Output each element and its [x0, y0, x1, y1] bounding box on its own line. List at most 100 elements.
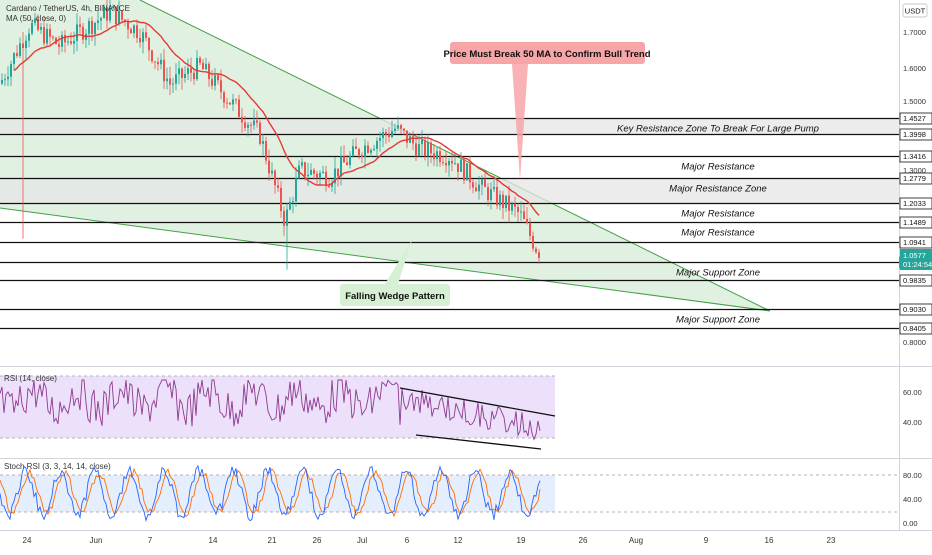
candle	[7, 66, 9, 87]
candle	[268, 149, 270, 181]
candle	[508, 185, 510, 223]
level-price-badge: 1.1489	[899, 216, 932, 229]
candle	[400, 123, 402, 135]
candle	[259, 120, 261, 146]
ma-callout-pointer	[512, 64, 528, 180]
svg-text:1.2033: 1.2033	[903, 199, 926, 208]
level-price-badge: 1.4527	[899, 112, 932, 125]
candle	[97, 9, 99, 30]
candle	[247, 121, 249, 137]
candle	[208, 61, 210, 87]
candle	[118, 0, 120, 26]
candle	[106, 0, 108, 29]
candle	[511, 201, 513, 215]
candle	[466, 163, 468, 181]
date-tick: 9	[704, 536, 709, 545]
candle	[250, 121, 252, 133]
candle	[280, 181, 282, 218]
candle	[313, 168, 315, 180]
candle	[145, 24, 147, 42]
candle	[232, 93, 234, 112]
level-price-badge: 1.2779	[899, 172, 932, 185]
candle	[229, 102, 231, 106]
candle	[517, 203, 519, 222]
rsi-lower-trendline[interactable]	[415, 434, 542, 450]
wedge-lower-line[interactable]	[0, 207, 771, 312]
candle	[283, 206, 285, 236]
svg-text:1.2779: 1.2779	[903, 174, 926, 183]
candle	[325, 165, 327, 192]
candle	[37, 14, 39, 32]
candle	[319, 170, 321, 185]
candle	[484, 170, 486, 188]
candle	[343, 145, 345, 163]
current-price-value: 1.0577	[903, 251, 926, 260]
date-tick: 19	[517, 536, 526, 545]
candle	[520, 201, 522, 221]
candle	[391, 120, 393, 139]
ma-callout-text: Price Must Break 50 MA to Confirm Bull T…	[443, 49, 650, 60]
rsi-upper-trendline[interactable]	[399, 387, 556, 417]
ma-callout[interactable]: Price Must Break 50 MA to Confirm Bull T…	[443, 42, 651, 180]
svg-text:0.8405: 0.8405	[903, 324, 926, 333]
candle	[70, 32, 72, 46]
pattern-callout[interactable]: Falling Wedge Pattern	[340, 240, 450, 306]
date-tick: Aug	[629, 536, 643, 545]
pattern-callout-box	[340, 284, 450, 306]
candle	[139, 28, 141, 48]
candle	[223, 90, 225, 109]
candle	[169, 66, 171, 96]
candle	[196, 50, 198, 82]
candle	[187, 58, 189, 80]
stoch-k-line	[0, 464, 541, 522]
level-price-badge: 0.9835	[899, 274, 932, 287]
candle	[442, 155, 444, 166]
stoch-indicator-label: Stoch RSI (3, 3, 14, 14, close)	[4, 462, 111, 471]
candle	[331, 179, 333, 192]
date-tick: 16	[765, 536, 774, 545]
level-price-badge: 1.3998	[899, 128, 932, 141]
candle	[112, 4, 114, 9]
candle	[310, 163, 312, 176]
candle	[349, 151, 351, 169]
date-tick: 23	[827, 536, 836, 545]
candle	[121, 10, 123, 24]
candle	[253, 109, 255, 130]
candle	[286, 203, 288, 270]
candle	[34, 13, 36, 26]
level-label: Key Resistance Zone To Break For Large P…	[617, 124, 819, 135]
candle	[76, 13, 78, 52]
candle	[43, 15, 45, 47]
current-price-badge: 1.0577 01:24:54	[900, 249, 932, 270]
candle	[502, 190, 504, 220]
candle	[367, 141, 369, 154]
date-tick: 7	[148, 536, 153, 545]
candle	[322, 165, 324, 175]
svg-text:1.4527: 1.4527	[903, 114, 926, 123]
candle	[22, 32, 24, 239]
candle	[448, 158, 450, 177]
candle	[214, 68, 216, 91]
candle	[328, 178, 330, 188]
candle	[256, 110, 258, 128]
candle	[289, 197, 291, 211]
candle	[334, 156, 336, 194]
candle	[10, 60, 12, 87]
date-tick: 24	[23, 536, 32, 545]
candle	[496, 178, 498, 209]
level-label: Major Support Zone	[676, 315, 760, 326]
rsi-tick: 60.00	[903, 388, 922, 397]
major-resistance-zone[interactable]	[0, 179, 899, 203]
candle	[175, 63, 177, 91]
candle	[469, 156, 471, 190]
chart-title: Cardano / TetherUS, 4h, BINANCE	[6, 4, 130, 13]
candle	[172, 77, 174, 93]
candle	[454, 153, 456, 165]
candle	[316, 170, 318, 184]
candle	[181, 67, 183, 90]
candle	[109, 0, 111, 24]
svg-text:1.1489: 1.1489	[903, 218, 926, 227]
key-resistance-zone[interactable]	[0, 118, 899, 135]
